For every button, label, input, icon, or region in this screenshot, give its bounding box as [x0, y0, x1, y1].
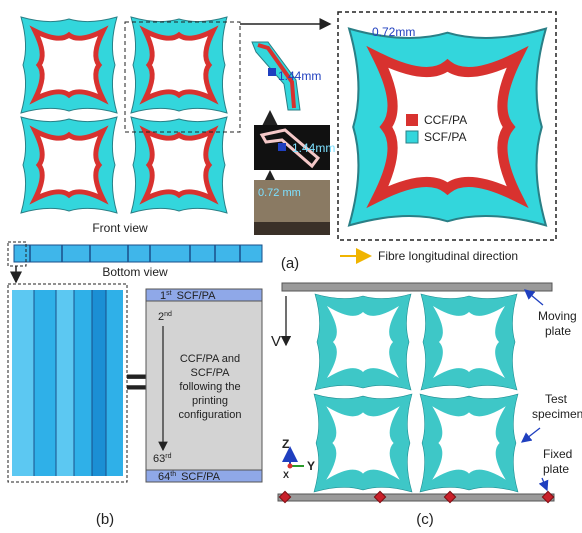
fibre-note: Fibre longitudinal direction	[378, 249, 518, 263]
text: printing	[192, 395, 228, 407]
text: configuration	[179, 409, 242, 421]
lattice-front	[21, 17, 227, 213]
axis-label: Y	[307, 459, 315, 473]
pointer	[542, 478, 547, 490]
annotation: Test	[545, 392, 568, 406]
detail-strip: 1.44mm 1.44mm 0.72 mm	[252, 42, 335, 235]
bottom-strip	[14, 245, 262, 262]
dimension: 0.72 mm	[258, 187, 301, 199]
legend-swatch	[406, 114, 418, 126]
text: following the	[179, 381, 240, 393]
equals: =	[125, 360, 148, 404]
panel-label: (c)	[416, 511, 434, 528]
legend-swatch	[406, 131, 418, 143]
pointer	[525, 290, 543, 305]
annotation: Moving	[538, 309, 577, 323]
pointer	[522, 428, 540, 442]
legend-label: CCF/PA	[424, 113, 467, 127]
front-view-label: Front view	[92, 221, 148, 235]
axis-label: Z	[282, 437, 289, 451]
annotation: Fixed	[543, 447, 572, 461]
middle-text: CCF/PA and SCF/PA following the printing…	[179, 353, 242, 421]
annotation: specimen	[532, 407, 582, 421]
annotation: plate	[543, 462, 569, 476]
panel-label: (b)	[96, 511, 114, 528]
axis-label: X	[283, 470, 289, 480]
dimension: 0.72mm	[372, 25, 415, 39]
text: CCF/PA and	[180, 353, 240, 365]
moving-plate	[282, 283, 552, 291]
annotation: plate	[545, 324, 571, 338]
text: SCF/PA	[191, 367, 231, 379]
legend-label: SCF/PA	[424, 130, 466, 144]
dimension: 1.44mm	[292, 141, 335, 155]
layer-stripes	[12, 290, 123, 476]
dimension: 1.44mm	[278, 69, 321, 83]
velocity-label: V	[271, 333, 281, 350]
axes-triad: Z Y X	[282, 437, 315, 480]
panel-label: (a)	[281, 255, 299, 272]
figure: Front view 1.44mm 1.44mm 0.72 mm 0.72mm …	[0, 0, 582, 533]
bottom-view-label: Bottom view	[102, 265, 168, 279]
fixed-plate	[278, 494, 554, 501]
specimen-mesh	[314, 294, 518, 492]
